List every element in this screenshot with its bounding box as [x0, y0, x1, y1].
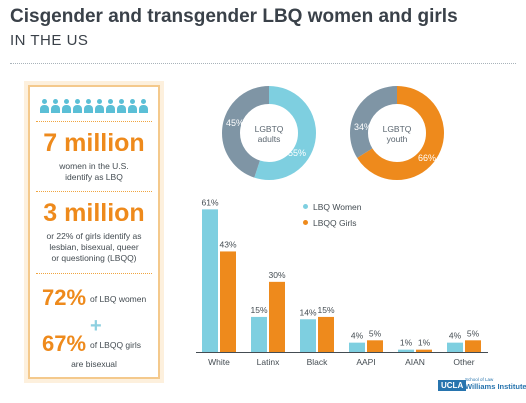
- bar-girls: [269, 281, 285, 352]
- bar-women: [251, 316, 267, 352]
- person-icon: [73, 99, 82, 113]
- donut-slice: [222, 86, 316, 180]
- adults-donut-label-line1: LGBTQ: [254, 124, 284, 134]
- stat-women-count: 7 million: [43, 129, 145, 157]
- bar-data-label: 30%: [268, 270, 285, 280]
- person-icon: [95, 99, 104, 113]
- person-icon: [62, 99, 71, 113]
- bar-girls: [367, 340, 383, 352]
- x-tick-label: White: [208, 357, 230, 367]
- bar-data-label: 14%: [299, 307, 316, 317]
- bar-women: [398, 349, 414, 352]
- people-icon-row: [40, 99, 150, 113]
- stat-girls-count: 3 million: [43, 199, 145, 227]
- person-icon: [40, 99, 49, 113]
- stat-bisexual-girls-pct: 67%: [42, 331, 87, 356]
- adults-donut-label-line2: adults: [257, 134, 281, 144]
- plus-icon: +: [90, 315, 102, 337]
- logo-institute-text: Williams Institute: [465, 382, 526, 391]
- stat-bisexual-footer: are bisexual: [71, 359, 117, 369]
- x-tick-label: Other: [453, 357, 474, 367]
- youth-donut-label-line1: LGBTQ: [382, 124, 412, 134]
- adults-donut-pct-lgbtq: 55%: [288, 148, 307, 158]
- stat-bisexual-women-label: of LBQ women: [90, 294, 147, 304]
- bar-data-label: 15%: [250, 305, 267, 315]
- person-icon: [84, 99, 93, 113]
- bar-data-label: 5%: [467, 328, 480, 338]
- adults-donut-label: LGBTQ adults: [244, 124, 294, 144]
- logo-school-text: School of Law: [465, 377, 494, 382]
- stat-women-line2: identify as LBQ: [65, 172, 123, 182]
- person-icon: [139, 99, 148, 113]
- bar-women: [202, 209, 218, 352]
- legend-swatch-girls: [303, 220, 308, 225]
- person-icon: [117, 99, 126, 113]
- bar-women: [447, 342, 463, 352]
- bar-data-label: 4%: [449, 331, 462, 341]
- bar-girls: [220, 251, 236, 352]
- panel-divider: [36, 191, 152, 192]
- youth-donut-pct-lgbtq: 66%: [418, 153, 437, 163]
- bar-data-label: 43%: [219, 239, 236, 249]
- stat-girls-line3: or questioning (LBQQ): [51, 253, 137, 263]
- person-icon: [106, 99, 115, 113]
- panel-divider: [36, 273, 152, 274]
- x-tick-label: AIAN: [405, 357, 425, 367]
- page-subtitle: IN THE US: [10, 32, 89, 49]
- donut-slice: [350, 86, 444, 180]
- bar-girls: [416, 349, 432, 352]
- youth-donut-label-line2: youth: [386, 134, 408, 144]
- legend-label-girls: LBQQ Girls: [313, 218, 357, 228]
- bar-girls: [465, 340, 481, 352]
- legend-label-women: LBQ Women: [313, 202, 362, 212]
- bar-women: [349, 342, 365, 352]
- page-title: Cisgender and transgender LBQ women and …: [10, 6, 458, 27]
- youth-donut-label: LGBTQ youth: [372, 124, 422, 144]
- person-icon: [128, 99, 137, 113]
- header-divider: [10, 63, 516, 64]
- x-tick-label: Latinx: [257, 357, 280, 367]
- person-icon: [51, 99, 60, 113]
- bar-data-label: 4%: [351, 331, 364, 341]
- bar-data-label: 61%: [201, 197, 218, 207]
- bar-data-label: 5%: [369, 328, 382, 338]
- stat-women-line1: women in the U.S.: [59, 161, 129, 171]
- x-tick-label: Black: [307, 357, 329, 367]
- stat-bisexual-women-pct: 72%: [42, 285, 87, 310]
- legend-swatch-women: [303, 204, 308, 209]
- adults-donut-chart: [222, 86, 316, 180]
- stat-girls-line2: lesbian, bisexual, queer: [49, 242, 139, 252]
- panel-divider: [36, 121, 152, 122]
- stat-girls-line1: or 22% of girls identify as: [46, 231, 142, 241]
- stats-panel: 7 million women in the U.S. identify as …: [28, 85, 160, 379]
- bar-data-label: 1%: [418, 338, 431, 348]
- ucla-logo-mark: UCLA: [438, 380, 467, 391]
- adults-donut-pct-other: 45%: [226, 118, 245, 128]
- x-tick-label: AAPI: [356, 357, 375, 367]
- bar-women: [300, 319, 316, 352]
- bar-girls: [318, 316, 334, 352]
- bar-data-label: 15%: [317, 305, 334, 315]
- stat-bisexual-girls-label: of LBQQ girls: [90, 340, 142, 350]
- bar-data-label: 1%: [400, 338, 413, 348]
- youth-donut-pct-other: 34%: [354, 122, 373, 132]
- youth-donut-chart: [350, 86, 444, 180]
